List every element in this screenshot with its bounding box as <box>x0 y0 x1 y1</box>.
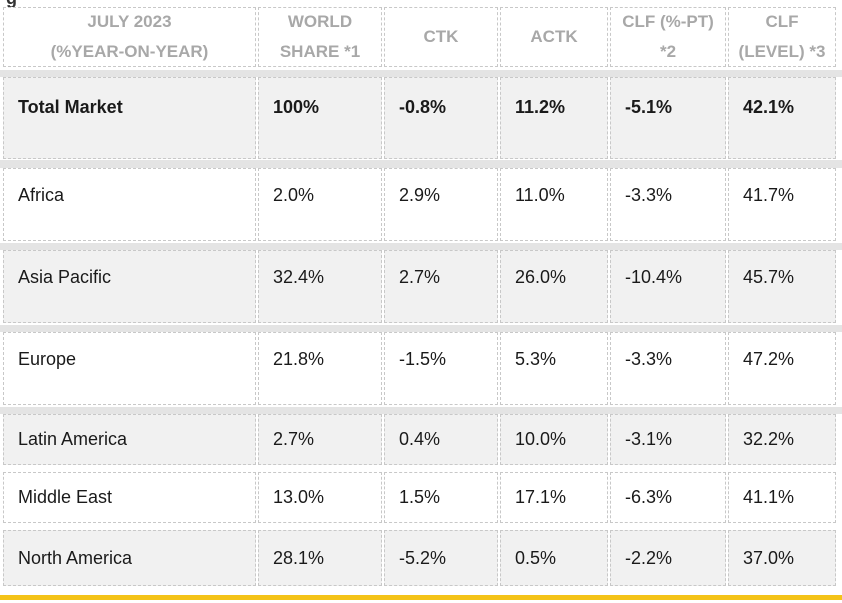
column-header-line: (LEVEL) *3 <box>738 42 826 61</box>
column-header-line: (%YEAR-ON-YEAR) <box>50 42 209 61</box>
table-cell: 0.4% <box>384 414 498 465</box>
table-cell: 26.0% <box>500 250 608 323</box>
row-separator <box>0 160 842 168</box>
bottom-accent-bar <box>0 595 842 600</box>
table-cell: -10.4% <box>610 250 726 323</box>
column-header-line: JULY 2023 <box>87 12 172 31</box>
table-cell: 5.3% <box>500 332 608 405</box>
table-cell: 37.0% <box>728 530 836 586</box>
column-header: WORLD SHARE *1 <box>258 7 382 67</box>
row-separator <box>0 243 842 250</box>
row-separator <box>0 325 842 332</box>
table-cell: -5.1% <box>610 77 726 159</box>
column-header-line: WORLD <box>287 12 353 31</box>
row-label-cell: Total Market <box>3 77 256 159</box>
column-header: CTK <box>384 7 498 67</box>
table-cell: -3.3% <box>610 168 726 241</box>
table-cell: 21.8% <box>258 332 382 405</box>
row-separator <box>0 70 842 77</box>
table-cell: 42.1% <box>728 77 836 159</box>
table-cell: 2.9% <box>384 168 498 241</box>
row-label-cell: Asia Pacific <box>3 250 256 323</box>
column-header-line: ACTK <box>530 27 578 46</box>
column-header-line: CTK <box>423 27 459 46</box>
column-header-line: *2 <box>659 42 677 61</box>
table-cell: -0.8% <box>384 77 498 159</box>
table-cell: 11.0% <box>500 168 608 241</box>
table-cell: -3.3% <box>610 332 726 405</box>
table-cell: 41.1% <box>728 472 836 523</box>
column-header: CLF (LEVEL) *3 <box>728 7 836 67</box>
table-cell: 11.2% <box>500 77 608 159</box>
table-cell: -2.2% <box>610 530 726 586</box>
column-header-line: CLF (%-PT) <box>622 12 714 31</box>
table-cell: 47.2% <box>728 332 836 405</box>
table-cell: 100% <box>258 77 382 159</box>
table-cell: 45.7% <box>728 250 836 323</box>
table-cell: -1.5% <box>384 332 498 405</box>
table-cell: 32.4% <box>258 250 382 323</box>
table-cell: 41.7% <box>728 168 836 241</box>
column-header-line: CLF <box>765 12 799 31</box>
table-cell: 2.7% <box>258 414 382 465</box>
table-cell: -5.2% <box>384 530 498 586</box>
table-cell: 17.1% <box>500 472 608 523</box>
column-header: CLF (%-PT) *2 <box>610 7 726 67</box>
row-label-cell: Middle East <box>3 472 256 523</box>
row-separator <box>0 407 842 414</box>
table-cell: 2.7% <box>384 250 498 323</box>
table-cell: 32.2% <box>728 414 836 465</box>
column-header: JULY 2023 (%YEAR-ON-YEAR) <box>3 7 256 67</box>
column-header-line: SHARE *1 <box>279 42 361 61</box>
column-header: ACTK <box>500 7 608 67</box>
table-cell: 13.0% <box>258 472 382 523</box>
table-cell: -3.1% <box>610 414 726 465</box>
partial-heading-fragment: g <box>6 0 17 9</box>
row-label-cell: Africa <box>3 168 256 241</box>
table-cell: 10.0% <box>500 414 608 465</box>
table-cell: 28.1% <box>258 530 382 586</box>
row-label-cell: Europe <box>3 332 256 405</box>
row-label-cell: North America <box>3 530 256 586</box>
table-cell: 2.0% <box>258 168 382 241</box>
table-cell: -6.3% <box>610 472 726 523</box>
table-cell: 1.5% <box>384 472 498 523</box>
table-cell: 0.5% <box>500 530 608 586</box>
row-label-cell: Latin America <box>3 414 256 465</box>
